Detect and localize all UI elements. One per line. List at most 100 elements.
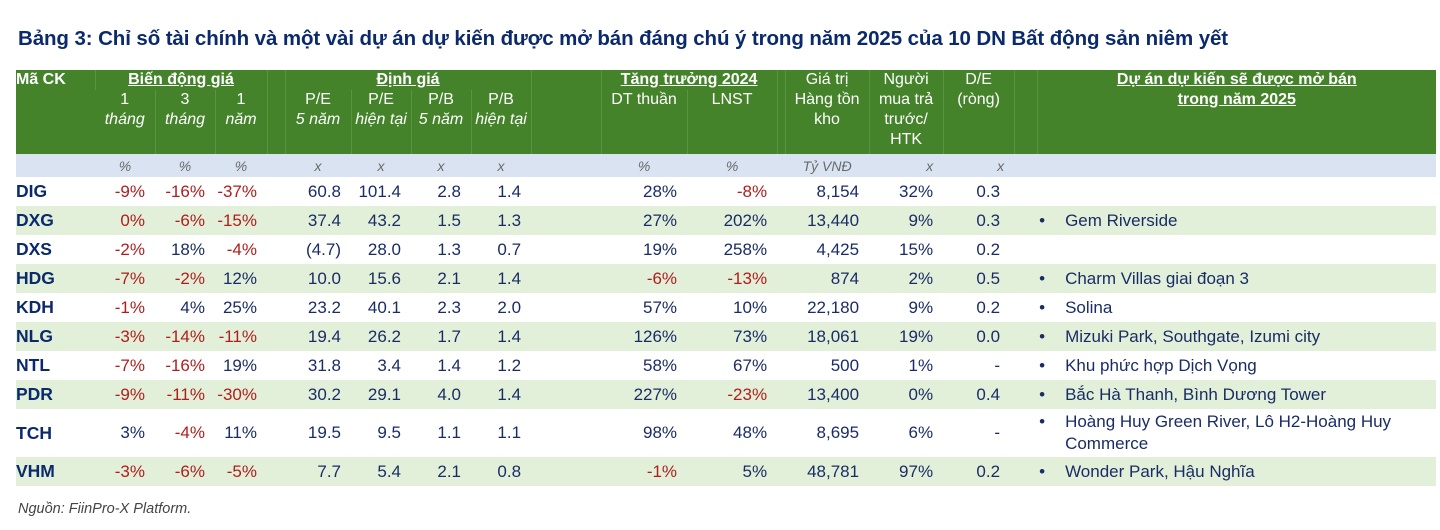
- header-pb-5y: P/B 5 năm: [410, 90, 471, 154]
- header-inventory: Giá trị Hàng tồn kho: [784, 70, 870, 154]
- table-row: VHM -3% -6% -5% 7.7 5.4 2.1 0.8 -1% 5% 48,781 97% 0.…: [16, 457, 1437, 486]
- revenue-cell: -1%: [601, 457, 688, 486]
- npat-cell: 67%: [733, 355, 768, 375]
- m3-cell: -16%: [165, 181, 205, 201]
- project-name: Hoàng Huy Green River, Lô H2-Hoàng Huy C…: [1065, 412, 1392, 453]
- pe5-cell: (4.7): [306, 239, 341, 259]
- header-growth: Tăng trưởng 2024: [600, 70, 778, 90]
- projects-cell: • Mizuki Park, Southgate, Izumi city: [1037, 322, 1437, 351]
- bullet-icon: •: [1039, 355, 1046, 375]
- pb5-cell: 2.1: [411, 457, 471, 486]
- projects-cell: • Solina: [1037, 293, 1436, 322]
- pe_now-cell: 43.2: [351, 206, 411, 235]
- pe_now-cell: 5.4: [351, 457, 411, 486]
- prepaid-cell: 6%: [908, 423, 934, 442]
- bullet-icon: •: [1039, 268, 1046, 288]
- m3-cell: -6%: [155, 206, 215, 235]
- pb_now-cell: 1.2: [497, 355, 522, 375]
- npat-cell: 73%: [687, 322, 778, 351]
- table-row: PDR -9% -11% -30% 30.2 29.1 4.0 1.4 227% -23% 13,4…: [16, 380, 1437, 409]
- pb_now-cell: 1.3: [471, 206, 532, 235]
- header-de: D/E (ròng): [942, 70, 1015, 154]
- project-name: Gem Riverside: [1065, 210, 1178, 230]
- m1-cell: 3%: [120, 423, 145, 442]
- revenue-cell: 57%: [643, 297, 678, 317]
- m3-cell: 18%: [170, 239, 205, 259]
- pb5-cell: 2.3: [437, 297, 461, 317]
- de-cell: -: [994, 423, 1001, 442]
- de-cell: 0.5: [943, 264, 1015, 293]
- prepaid-cell: 97%: [869, 457, 944, 486]
- inventory-cell: 13,400: [785, 380, 870, 409]
- revenue-cell: 227%: [601, 380, 688, 409]
- header-prepaid: Người mua trả trước/HTK: [868, 70, 944, 154]
- bullet-icon: •: [1039, 210, 1046, 230]
- npat-cell: 258%: [723, 239, 768, 259]
- de-cell: 0.2: [943, 457, 1015, 486]
- y1-cell: -11%: [215, 322, 267, 351]
- projects-cell: • Wonder Park, Hậu Nghĩa: [1037, 457, 1437, 486]
- table-row: NTL -7% -16% 19% 31.8 3.4 1.4 1.2 58% 67% 500 1% - • K…: [16, 351, 1436, 380]
- pe5-cell: 23.2: [307, 297, 341, 317]
- pe_now-cell: 40.1: [367, 297, 401, 317]
- header-price-change: Biến động giá: [94, 70, 267, 90]
- pb5-cell: 4.0: [411, 380, 471, 409]
- m1-cell: -9%: [95, 380, 155, 409]
- prepaid-cell: 9%: [869, 206, 944, 235]
- inventory-cell: 874: [785, 264, 870, 293]
- project-name: Khu phức hợp Dịch Vọng: [1065, 355, 1257, 375]
- pb_now-cell: 0.8: [471, 457, 532, 486]
- bullet-icon: •: [1039, 461, 1046, 481]
- projects-cell: [1037, 177, 1436, 206]
- projects-cell: • Bắc Hà Thanh, Bình Dương Tower: [1037, 380, 1437, 409]
- m3-cell: -11%: [155, 380, 215, 409]
- project-name: Wonder Park, Hậu Nghĩa: [1065, 461, 1255, 481]
- header-3-month: 3 tháng: [154, 90, 215, 154]
- pe5-cell: 10.0: [285, 264, 351, 293]
- de-cell: 0.2: [976, 239, 1001, 259]
- header-revenue: DT thuần: [600, 90, 688, 154]
- pb_now-cell: 1.4: [497, 181, 522, 201]
- y1-cell: -4%: [226, 239, 257, 259]
- ticker-cell: VHM: [16, 457, 95, 486]
- ticker-cell: DXG: [16, 206, 95, 235]
- prepaid-cell: 9%: [908, 297, 934, 317]
- prepaid-cell: 1%: [908, 355, 934, 375]
- pb_now-cell: 1.4: [471, 264, 532, 293]
- ticker-cell: KDH: [16, 297, 54, 317]
- revenue-cell: 28%: [643, 181, 678, 201]
- pe5-cell: 60.8: [307, 181, 341, 201]
- table-row: TCH 3% -4% 11% 19.5 9.5 1.1 1.1 98% 48% 8,695 6% - • H…: [16, 409, 1436, 457]
- inventory-cell: 8,695: [816, 423, 860, 442]
- de-cell: 0.4: [943, 380, 1015, 409]
- de-cell: 0.0: [943, 322, 1015, 351]
- table-row: NLG -3% -14% -11% 19.4 26.2 1.7 1.4 126% 73% 18,06…: [16, 322, 1437, 351]
- ticker-cell: PDR: [16, 380, 95, 409]
- pe5-cell: 19.4: [285, 322, 351, 351]
- ticker-cell: DIG: [16, 181, 48, 201]
- pb5-cell: 2.1: [411, 264, 471, 293]
- pb_now-cell: 1.1: [497, 423, 522, 442]
- npat-cell: 10%: [733, 297, 768, 317]
- pe_now-cell: 3.4: [377, 355, 401, 375]
- m3-cell: -14%: [155, 322, 215, 351]
- pe5-cell: 7.7: [285, 457, 351, 486]
- pb5-cell: 1.4: [437, 355, 461, 375]
- inventory-cell: 500: [830, 355, 860, 375]
- pb5-cell: 2.8: [437, 181, 461, 201]
- npat-cell: -8%: [736, 181, 768, 201]
- project-name: Bắc Hà Thanh, Bình Dương Tower: [1065, 384, 1327, 404]
- projects-cell: [1037, 235, 1436, 264]
- table-row: DXS -2% 18% -4% (4.7) 28.0 1.3 0.7 19% 258% 4,425 1…: [16, 235, 1436, 264]
- table-row: DXG 0% -6% -15% 37.4 43.2 1.5 1.3 27% 202% 13,440 9…: [16, 206, 1437, 235]
- m3-cell: -6%: [155, 457, 215, 486]
- pe5-cell: 19.5: [307, 423, 341, 442]
- y1-cell: -15%: [215, 206, 267, 235]
- m1-cell: -2%: [114, 239, 145, 259]
- y1-cell: -30%: [215, 380, 267, 409]
- pb5-cell: 1.3: [437, 239, 461, 259]
- npat-cell: 202%: [687, 206, 778, 235]
- prepaid-cell: 2%: [869, 264, 944, 293]
- revenue-cell: 27%: [601, 206, 688, 235]
- table-row: DIG -9% -16% -37% 60.8 101.4 2.8 1.4 28% -8% 8,154…: [16, 177, 1436, 206]
